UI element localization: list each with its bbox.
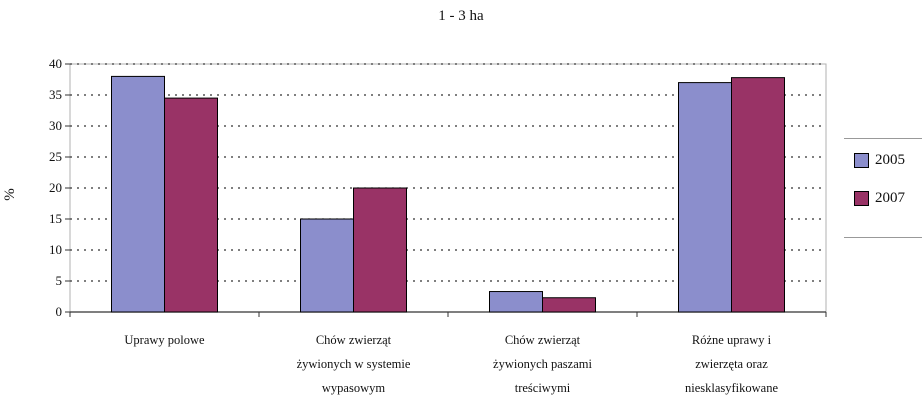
x-category-label-line: zwierzęta oraz (695, 357, 768, 371)
legend-label-2005: 2005 (875, 152, 905, 168)
x-category-label: Różne uprawy i zwierzęta oraz niesklasyfik… (657, 328, 807, 400)
legend-swatch-2005 (854, 152, 869, 168)
bar-2007-2 (353, 187, 407, 313)
x-category-label: Chów zwierząt żywionych w systemie wypasow… (279, 328, 429, 400)
x-category-label-line: niesklasyfikowane (684, 381, 779, 395)
x-category-label-line: Różne uprawy i (691, 333, 772, 347)
x-category-label: Chów zwierząt żywionych paszami treściwymi (468, 328, 618, 400)
x-category-label-line: żywionych paszami (493, 357, 592, 371)
legend: 2005 2007 (844, 138, 922, 238)
x-category-label-line: treściwymi (514, 381, 571, 395)
x-category-label-line: wypasowym (321, 381, 386, 395)
legend-swatch-2007 (854, 190, 869, 206)
chart-title: 1 - 3 ha (438, 8, 484, 24)
x-category-label-line: Chów zwierząt (315, 333, 392, 347)
y-tick-label: 30 (49, 118, 62, 133)
legend-label-2007: 2007 (875, 190, 905, 206)
bar-2005-4 (678, 82, 732, 313)
y-tick-label: 10 (49, 242, 62, 257)
bar-2007-3 (542, 297, 596, 313)
bar-2005-3 (489, 291, 543, 313)
y-tick-label: 15 (49, 211, 62, 226)
y-tick-label: 20 (49, 180, 62, 195)
y-tick-label: 35 (49, 87, 62, 102)
x-category-label-line: żywionych w systemie (296, 357, 411, 371)
y-tick-label: 5 (56, 273, 63, 288)
x-category-label: Uprawy polowe (90, 328, 240, 352)
bar-2007-1 (164, 97, 218, 313)
legend-item-2005: 2005 (854, 151, 905, 169)
bar-2005-1 (111, 75, 165, 313)
x-category-label-line: Chów zwierząt (504, 333, 581, 347)
x-category-label-line: Uprawy polowe (124, 333, 205, 347)
bar-2005-2 (300, 218, 354, 313)
bar-2007-4 (731, 77, 785, 313)
legend-item-2007: 2007 (854, 189, 905, 207)
y-tick-label: 0 (56, 304, 63, 319)
y-tick-label: 25 (49, 149, 62, 164)
y-tick-label: 40 (49, 56, 62, 71)
